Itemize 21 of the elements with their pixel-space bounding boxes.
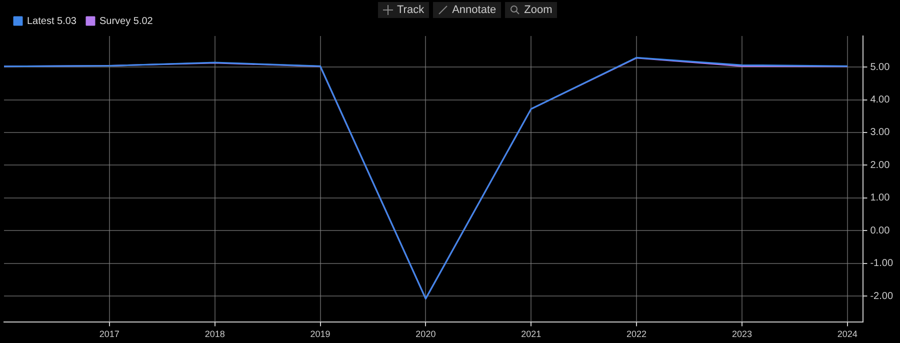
text: Track xyxy=(397,4,424,16)
y-tick-label: 1.00 xyxy=(870,192,890,204)
y-tick-label: -1.00 xyxy=(870,258,894,270)
legend-label: Survey 5.02 xyxy=(99,16,154,27)
x-tick-label: 2020 xyxy=(416,329,436,340)
x-tick-label: 2023 xyxy=(732,329,752,340)
y-tick-label: 4.00 xyxy=(870,94,890,106)
text: Annotate xyxy=(452,4,496,16)
y-tick-label: 5.00 xyxy=(870,62,890,73)
x-tick-label: 2018 xyxy=(204,329,225,340)
x-tick-label: 2019 xyxy=(310,329,330,340)
y-tick-label: 0.00 xyxy=(870,225,890,236)
y-tick-label: -2.00 xyxy=(870,290,894,302)
y-tick-label: 3.00 xyxy=(870,127,890,138)
x-tick-label: 2022 xyxy=(626,329,647,340)
text: Zoom xyxy=(524,4,552,16)
x-tick-label: 2021 xyxy=(521,329,542,340)
legend-label: Latest 5.03 xyxy=(27,16,77,27)
y-tick-label: 2.00 xyxy=(870,160,890,171)
x-tick-label: 2024 xyxy=(837,329,858,340)
x-tick-label: 2017 xyxy=(99,329,120,340)
